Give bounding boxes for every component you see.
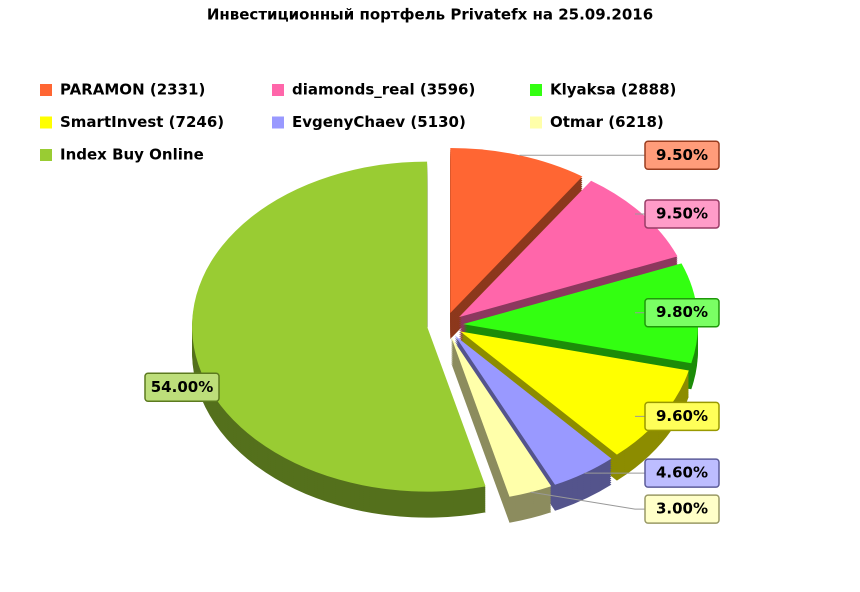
legend-swatch: [530, 116, 542, 129]
label-box: [644, 297, 720, 328]
pie-slice: [454, 335, 612, 511]
slice-top: [459, 180, 678, 318]
data-label: 9.50%: [656, 204, 708, 222]
data-label: 4.60%: [656, 464, 708, 482]
legend-swatch: [272, 116, 284, 129]
label-box: [644, 199, 720, 229]
legend-swatch: [40, 116, 52, 129]
data-label: 9.50%: [656, 146, 708, 164]
pie-slice: [460, 331, 689, 481]
legend-swatch: [530, 84, 542, 96]
pie-slice: [450, 147, 583, 339]
leader-line: [530, 491, 645, 510]
slice-top: [451, 336, 552, 497]
legend-label: EvgenyChaev (5130): [292, 113, 466, 131]
chart-title: Инвестиционный портфель Privatefx на 25.…: [207, 6, 653, 24]
legend-swatch: [272, 84, 284, 96]
legend-swatch: [40, 149, 52, 161]
label-box: [144, 372, 220, 403]
legend-label: Klyaksa (2888): [550, 81, 676, 99]
slice-top: [463, 263, 698, 364]
label-box: [644, 494, 720, 524]
data-label: 9.80%: [656, 303, 708, 321]
legend-swatch: [40, 84, 52, 96]
legend-label: PARAMON (2331): [60, 81, 205, 99]
data-label: 3.00%: [656, 500, 708, 518]
label-box: [644, 140, 720, 171]
slice-top: [192, 161, 486, 492]
pie-slice: [451, 336, 552, 523]
legend-label: Otmar (6218): [550, 113, 664, 131]
legend-label: SmartInvest (7246): [60, 113, 224, 131]
label-box: [644, 401, 720, 432]
slice-top: [460, 331, 689, 455]
data-label: 54.00%: [151, 378, 213, 396]
slice-top: [454, 335, 612, 485]
pie-slice: [459, 180, 678, 344]
legend-label: Index Buy Online: [60, 146, 204, 164]
label-box: [644, 458, 720, 488]
legend-label: diamonds_real (3596): [292, 81, 475, 99]
data-label: 9.60%: [656, 407, 708, 425]
slice-top: [450, 147, 583, 313]
pie-slice: [192, 161, 486, 518]
